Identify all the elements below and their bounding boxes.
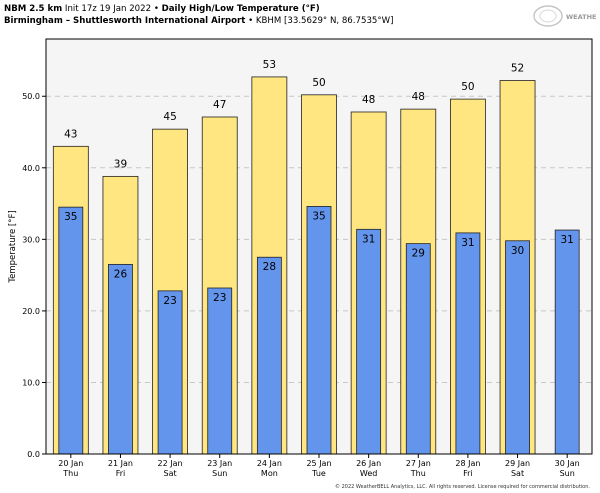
x-tick-date: 30 Jan xyxy=(555,459,580,468)
low-temp-label: 29 xyxy=(412,248,425,260)
x-tick-day: Wed xyxy=(360,469,377,478)
x-tick-day: Sat xyxy=(164,469,177,478)
weatherbell-logo: WEATHERBELL xyxy=(533,5,596,27)
init-time: Init 17z 19 Jan 2022 xyxy=(64,4,152,14)
x-tick-date: 24 Jan xyxy=(257,459,282,468)
y-tick-label: 30.0 xyxy=(22,235,40,244)
high-temp-label: 43 xyxy=(64,128,77,140)
low-temp-label: 23 xyxy=(163,295,176,307)
low-temp-bar xyxy=(554,229,580,455)
low-temp-label: 31 xyxy=(362,233,375,245)
y-tick-label: 40.0 xyxy=(22,164,40,173)
data-labels: 43 35 39 26 45 23 47 23 53 28 50 35 48 31 48 29 50 31 52 30… xyxy=(64,59,574,307)
x-tick-date: 20 Jan xyxy=(58,459,83,468)
copyright-footer: © 2022 WeatherBELL Analytics, LLC. All r… xyxy=(335,483,590,490)
x-tick-date: 28 Jan xyxy=(455,459,480,468)
header-line-1: NBM 2.5 km Init 17z 19 Jan 2022 • Daily … xyxy=(4,4,320,14)
y-tick-label: 10.0 xyxy=(22,378,40,387)
low-temp-bar xyxy=(157,290,183,455)
low-temp-label: 30 xyxy=(511,245,524,257)
x-tick-day: Sun xyxy=(212,469,227,478)
y-axis-label: Temperature [°F] xyxy=(8,210,18,283)
x-tick-day: Thu xyxy=(410,469,426,478)
low-temp-label: 26 xyxy=(114,268,128,280)
bullet-separator-2: • xyxy=(248,16,254,26)
low-temp-label: 23 xyxy=(213,292,226,304)
chart-title: Daily High/Low Temperature (°F) xyxy=(161,4,320,14)
x-tick-date: 21 Jan xyxy=(108,459,133,468)
high-temp-label: 52 xyxy=(511,63,524,75)
x-tick-day: Fri xyxy=(463,469,473,478)
low-temp-label: 35 xyxy=(64,211,77,223)
low-temp-bar xyxy=(306,206,332,455)
x-tick-date: 22 Jan xyxy=(158,459,183,468)
high-temp-label: 50 xyxy=(312,77,325,89)
x-tick-day: Tue xyxy=(311,469,326,478)
header-line-2: Birmingham – Shuttlesworth International… xyxy=(4,16,394,26)
logo-text: WEATHERBELL xyxy=(566,13,596,21)
y-tick-label: 50.0 xyxy=(22,92,40,101)
x-tick-day: Thu xyxy=(62,469,78,478)
low-temp-bar xyxy=(58,206,84,455)
station-name: Birmingham – Shuttlesworth International… xyxy=(4,16,246,26)
station-coords: KBHM [33.5629° N, 86.7535°W] xyxy=(255,16,394,26)
x-tick-date: 25 Jan xyxy=(306,459,331,468)
high-temp-label: 39 xyxy=(114,158,127,170)
low-temp-bar xyxy=(455,232,481,455)
high-temp-label: 48 xyxy=(362,94,375,106)
low-temp-label: 31 xyxy=(560,234,573,246)
low-temp-bar xyxy=(108,263,133,455)
low-temp-label: 35 xyxy=(312,210,325,222)
high-temp-label: 45 xyxy=(163,111,176,123)
bullet-separator: • xyxy=(153,4,159,14)
x-tick-date: 27 Jan xyxy=(406,459,431,468)
x-tick-day: Mon xyxy=(261,469,278,478)
x-tick-day: Sun xyxy=(560,469,575,478)
high-temp-label: 47 xyxy=(213,99,226,111)
x-tick-date: 26 Jan xyxy=(356,459,381,468)
low-temp-label: 28 xyxy=(263,261,276,273)
x-tick-day: Fri xyxy=(116,469,126,478)
x-tick-date: 29 Jan xyxy=(505,459,530,468)
high-temp-label: 50 xyxy=(461,81,474,93)
low-temp-bar xyxy=(256,256,282,455)
high-temp-label: 53 xyxy=(263,59,276,71)
low-temp-bar xyxy=(505,240,530,455)
x-tick-day: Sat xyxy=(511,469,524,478)
model-name: NBM 2.5 km xyxy=(4,4,63,14)
y-tick-label: 0.0 xyxy=(27,450,40,459)
low-temp-bar xyxy=(405,243,431,455)
x-tick-date: 23 Jan xyxy=(207,459,232,468)
high-temp-label: 48 xyxy=(412,91,425,103)
low-temp-label: 31 xyxy=(461,237,474,249)
y-tick-label: 20.0 xyxy=(22,307,40,316)
bars xyxy=(52,76,580,455)
low-temp-bar xyxy=(207,287,233,455)
low-temp-bar xyxy=(356,228,382,455)
